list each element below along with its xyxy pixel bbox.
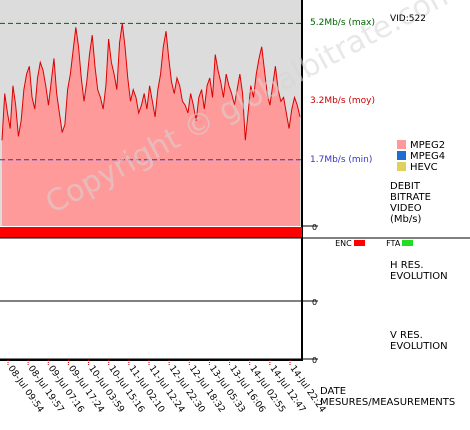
series-mpeg2-line	[1, 23, 301, 141]
hres-panel-label: H RES. EVOLUTION	[390, 260, 448, 282]
vres-panel-label: V RES. EVOLUTION	[390, 330, 448, 352]
bitrate-panel-label: DEBIT BITRATE VIDEO (Mb/s)	[390, 181, 431, 225]
max-bitrate-label: 5.2Mb/s (max)	[310, 18, 376, 29]
enc-indicator: ENC	[330, 227, 365, 249]
vres-label-line: EVOLUTION	[390, 341, 448, 352]
bitrate-zero-label: 0	[312, 223, 317, 232]
bitrate-label-line: BITRATE	[390, 192, 431, 203]
vid-label: VID:522	[390, 14, 426, 24]
min-bitrate-label: 1.7Mb/s (min)	[310, 154, 373, 165]
fta-indicator: FTA	[381, 227, 414, 249]
fta-swatch	[402, 240, 414, 246]
legend-label-mpeg4: MPEG4	[410, 151, 446, 162]
bitrate-label-line: VIDEO	[390, 203, 422, 214]
enc-label: ENC	[335, 239, 352, 248]
avg-bitrate-label: 3.2Mb/s (moy)	[310, 96, 375, 107]
legend-hevc: HEVC	[397, 162, 438, 173]
legend-mpeg2: MPEG2	[397, 140, 445, 151]
series-mpeg2-area	[2, 23, 300, 226]
legend-swatch-hevc	[397, 162, 406, 171]
legend-label-mpeg2: MPEG2	[410, 140, 446, 151]
enc-status-bar	[0, 227, 302, 238]
legend-label-hevc: HEVC	[410, 162, 438, 173]
legend-swatch-mpeg4	[397, 151, 406, 160]
fta-label: FTA	[386, 239, 401, 248]
enc-swatch	[353, 240, 365, 246]
legend-swatch-mpeg2	[397, 140, 406, 149]
x-axis-label-line: DATE	[320, 386, 347, 397]
bitrate-label-line: (Mb/s)	[390, 214, 422, 225]
hres-label-line: EVOLUTION	[390, 271, 448, 282]
legend-mpeg4: MPEG4	[397, 151, 445, 162]
panel-zero-label: 0	[312, 298, 317, 307]
x-axis-label-line: MESURES/MEASUREMENTS	[320, 397, 456, 408]
hres-label-line: H RES.	[390, 260, 424, 271]
x-axis-label: DATE MESURES/MEASUREMENTS	[320, 386, 455, 408]
bitrate-label-line: DEBIT	[390, 181, 420, 192]
panel-zero-label: 0	[312, 356, 317, 365]
vres-label-line: V RES.	[390, 330, 423, 341]
